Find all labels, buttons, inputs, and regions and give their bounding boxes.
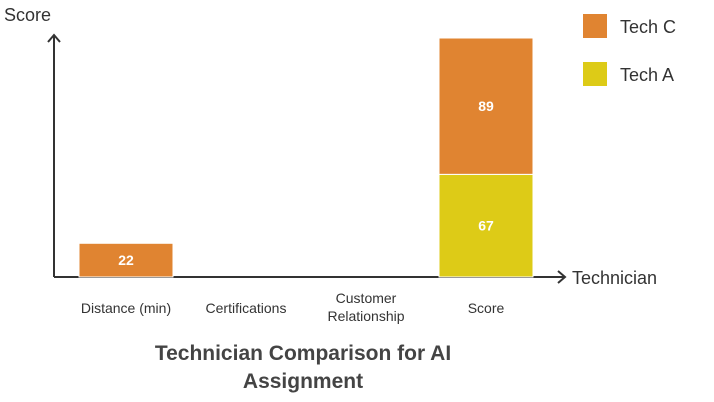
data-label: 89 xyxy=(478,98,494,114)
x-tick-label: Relationship xyxy=(327,308,404,324)
x-tick-label: Certifications xyxy=(206,300,287,316)
x-tick-label: Distance (min) xyxy=(81,300,171,316)
bar-tech-c xyxy=(78,242,174,278)
legend-label: Tech C xyxy=(620,17,676,37)
y-axis-label: Score xyxy=(4,5,51,25)
x-tick-label: Score xyxy=(468,300,505,316)
data-label: 22 xyxy=(118,252,134,268)
chart-title: Technician Comparison for AI Assignment xyxy=(154,342,452,393)
data-label: 67 xyxy=(478,218,494,234)
legend-swatch xyxy=(583,14,607,38)
x-tick-label: Customer xyxy=(336,290,397,306)
y-axis-arrow-icon xyxy=(47,33,61,43)
x-axis-arrow-icon xyxy=(557,270,567,284)
legend-label: Tech A xyxy=(620,65,674,85)
x-axis-label: Technician xyxy=(572,268,657,288)
legend-swatch xyxy=(583,62,607,86)
bar-tech-c xyxy=(438,37,534,175)
